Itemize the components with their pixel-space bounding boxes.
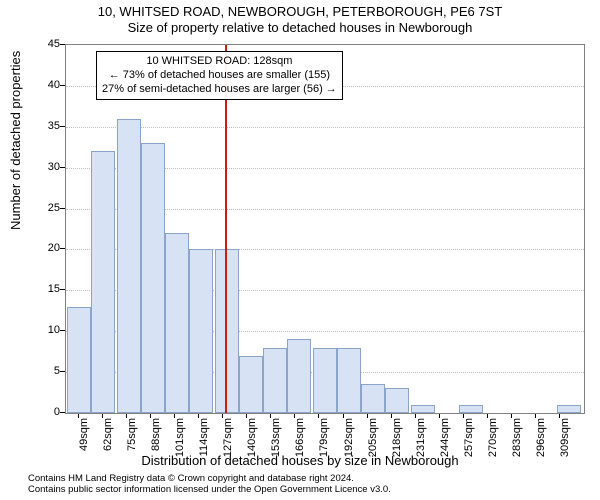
histogram-bar [411, 405, 435, 413]
histogram-bar [557, 405, 581, 413]
x-tick-label: 244sqm [439, 418, 451, 458]
x-tick-label: 114sqm [198, 418, 210, 458]
plot-area: 10 WHITSED ROAD: 128sqm ← 73% of detache… [65, 44, 585, 414]
histogram-bar [313, 348, 337, 413]
y-tick-mark [60, 412, 65, 413]
x-tick-label: 283sqm [511, 418, 523, 458]
chart-subtitle: Size of property relative to detached ho… [0, 20, 600, 36]
x-tick-label: 270sqm [487, 418, 499, 458]
histogram-bar [263, 348, 287, 413]
x-tick-label: 296sqm [535, 418, 547, 458]
y-tick-label: 40 [30, 79, 60, 91]
x-tick-label: 257sqm [463, 418, 475, 458]
histogram-bar [239, 356, 263, 413]
histogram-bar [165, 233, 189, 413]
y-tick-mark [60, 371, 65, 372]
y-tick-mark [60, 44, 65, 45]
y-tick-mark [60, 167, 65, 168]
y-tick-mark [60, 126, 65, 127]
y-tick-label: 25 [30, 202, 60, 214]
y-tick-label: 45 [30, 38, 60, 50]
footer-line-2: Contains public sector information licen… [28, 485, 391, 496]
histogram-bar [385, 388, 409, 413]
x-tick-label: 75sqm [126, 418, 138, 458]
histogram-bar [141, 143, 165, 413]
y-tick-mark [60, 208, 65, 209]
histogram-bar [337, 348, 361, 413]
y-tick-label: 15 [30, 283, 60, 295]
y-tick-label: 20 [30, 242, 60, 254]
y-tick-mark [60, 330, 65, 331]
annotation-line-1: 10 WHITSED ROAD: 128sqm [102, 55, 337, 69]
histogram-bar [361, 384, 385, 413]
annotation-line-3: 27% of semi-detached houses are larger (… [102, 83, 337, 97]
histogram-bar [287, 339, 311, 413]
histogram-bar [117, 119, 141, 413]
annotation-line-2: ← 73% of detached houses are smaller (15… [102, 69, 337, 83]
y-axis-label: Number of detached properties [8, 51, 23, 230]
x-tick-label: 101sqm [174, 418, 186, 458]
y-tick-label: 35 [30, 120, 60, 132]
y-tick-mark [60, 85, 65, 86]
chart-title: 10, WHITSED ROAD, NEWBOROUGH, PETERBOROU… [0, 0, 600, 20]
x-tick-label: 218sqm [391, 418, 403, 458]
histogram-bar [459, 405, 483, 413]
gridline [66, 127, 584, 128]
y-tick-label: 5 [30, 365, 60, 377]
x-tick-label: 127sqm [222, 418, 234, 458]
x-tick-label: 205sqm [367, 418, 379, 458]
histogram-bar [67, 307, 91, 413]
x-tick-label: 153sqm [270, 418, 282, 458]
x-tick-label: 231sqm [415, 418, 427, 458]
chart-container: 10, WHITSED ROAD, NEWBOROUGH, PETERBOROU… [0, 0, 600, 500]
x-tick-label: 62sqm [102, 418, 114, 458]
x-tick-label: 179sqm [318, 418, 330, 458]
annotation-box: 10 WHITSED ROAD: 128sqm ← 73% of detache… [96, 51, 343, 100]
x-tick-label: 192sqm [343, 418, 355, 458]
x-tick-label: 140sqm [246, 418, 258, 458]
y-tick-label: 0 [30, 406, 60, 418]
y-tick-mark [60, 248, 65, 249]
x-tick-label: 49sqm [78, 418, 90, 458]
y-tick-label: 30 [30, 161, 60, 173]
footer-attribution: Contains HM Land Registry data © Crown c… [28, 474, 391, 496]
x-tick-label: 88sqm [150, 418, 162, 458]
histogram-bar [189, 249, 213, 413]
histogram-bar [91, 151, 115, 413]
x-tick-label: 166sqm [294, 418, 306, 458]
y-tick-label: 10 [30, 324, 60, 336]
x-tick-label: 309sqm [559, 418, 571, 458]
y-tick-mark [60, 289, 65, 290]
